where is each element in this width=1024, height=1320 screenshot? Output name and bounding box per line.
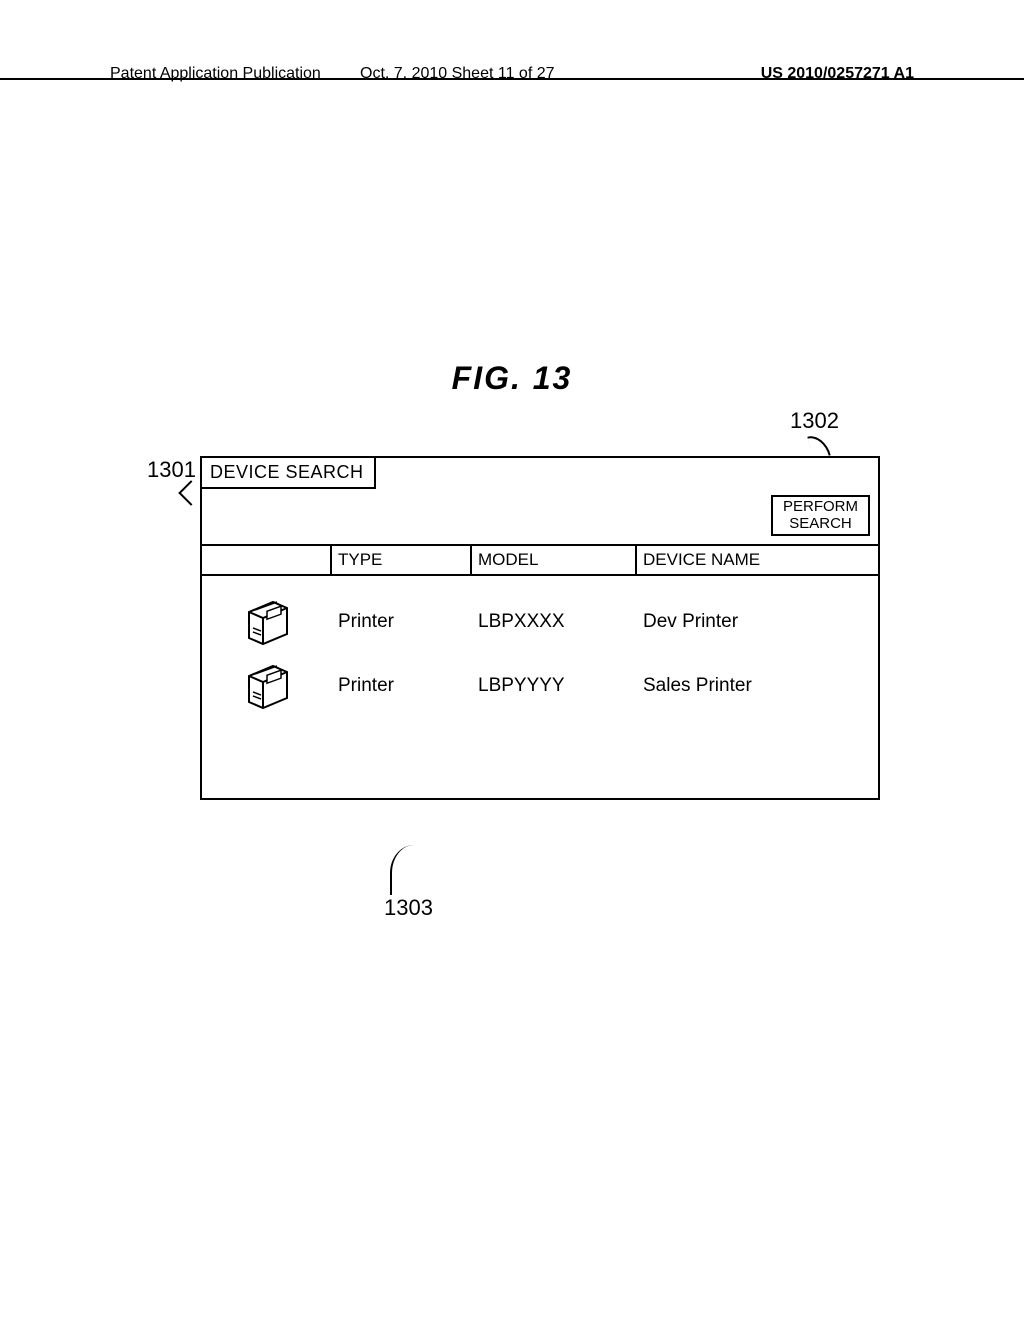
callout-1303-leader	[390, 845, 414, 895]
printer-icon	[243, 598, 291, 646]
callout-1303: 1303	[384, 895, 433, 921]
header-middle: Oct. 7, 2010 Sheet 11 of 27	[360, 65, 555, 83]
row-icon-cell	[202, 662, 332, 710]
row-model: LBPYYYY	[472, 675, 637, 697]
row-device-name: Sales Printer	[637, 675, 878, 697]
row-type: Printer	[332, 611, 472, 633]
col-icon	[202, 546, 332, 574]
col-type: TYPE	[332, 546, 472, 574]
row-icon-cell	[202, 598, 332, 646]
table-header: TYPE MODEL DEVICE NAME	[202, 544, 878, 576]
row-device-name: Dev Printer	[637, 611, 878, 633]
col-device-name: DEVICE NAME	[637, 546, 878, 574]
row-type: Printer	[332, 675, 472, 697]
figure-title: FIG. 13	[0, 360, 1024, 397]
callout-1302: 1302	[790, 408, 839, 434]
perform-search-line2: SEARCH	[783, 516, 858, 533]
callout-1301: 1301	[147, 457, 196, 483]
window-title: DEVICE SEARCH	[202, 458, 376, 489]
header-right: US 2010/0257271 A1	[761, 65, 914, 83]
printer-icon	[243, 662, 291, 710]
table-row[interactable]: Printer LBPXXXX Dev Printer	[202, 590, 878, 654]
toolbar: PERFORM SEARCH	[202, 489, 878, 544]
perform-search-button[interactable]: PERFORM SEARCH	[771, 495, 870, 536]
row-model: LBPXXXX	[472, 611, 637, 633]
table-row[interactable]: Printer LBPYYYY Sales Printer	[202, 654, 878, 718]
header-left: Patent Application Publication	[110, 65, 321, 83]
device-search-window: DEVICE SEARCH PERFORM SEARCH TYPE MODEL …	[200, 456, 880, 800]
col-model: MODEL	[472, 546, 637, 574]
perform-search-line1: PERFORM	[783, 499, 858, 516]
table-body: Printer LBPXXXX Dev Printer Printer LBPY…	[202, 576, 878, 798]
